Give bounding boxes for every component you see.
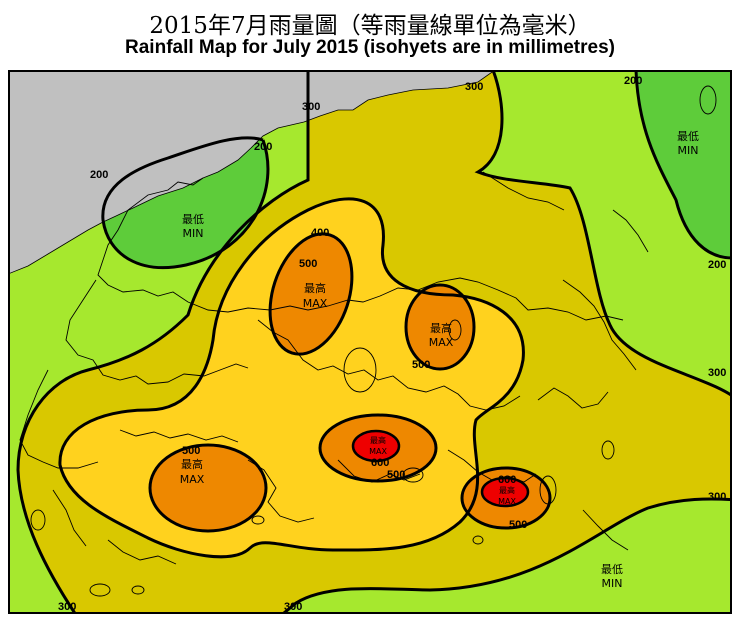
- max-marker-north-zh: 最高: [304, 281, 326, 295]
- min-marker-northeast-en: MIN: [678, 144, 699, 157]
- band-500-600-north: [268, 232, 354, 356]
- isohyet-label-300-top-right: 300: [465, 81, 483, 93]
- max-marker-north-en: MAX: [303, 297, 328, 310]
- band-below-200-northeast: [636, 70, 732, 258]
- isohyet-label-300-bottom: 300: [284, 601, 302, 613]
- isohyet-label-200-top-left: 200: [254, 141, 272, 153]
- min-marker-northeast-zh: 最低: [677, 130, 699, 143]
- isohyet-value-labels: 300 200 200 300 200 200 300 300 400 500 …: [58, 75, 726, 613]
- band-500-600-east: [404, 283, 476, 371]
- max-marker-west-en: MAX: [180, 473, 205, 486]
- min-marker-northwest-en: MIN: [183, 227, 204, 240]
- isohyet-label-300-right-low: 300: [708, 491, 726, 503]
- max-marker-west-zh: 最高: [181, 457, 203, 471]
- max-marker-southeast-zh: 最高: [499, 485, 515, 495]
- isohyet-label-500-north: 500: [299, 258, 317, 270]
- isohyet-label-500-west: 500: [182, 445, 200, 457]
- isohyet-label-500-center-east: 500: [412, 359, 430, 371]
- isohyet-label-300-bottom-left: 300: [58, 601, 76, 613]
- isohyet-lines: [16, 70, 732, 614]
- min-marker-southeast-zh: 最低: [601, 563, 623, 576]
- page-title-chinese: 2015年7月雨量圖（等雨量線單位為毫米）: [149, 13, 591, 39]
- max-marker-center-zh: 最高: [370, 435, 386, 445]
- min-marker-northwest-zh: 最低: [182, 213, 204, 226]
- coastline-outlines: [19, 85, 717, 597]
- rainfall-map: 300 200 200 300 200 200 300 300 400 500 …: [8, 70, 732, 614]
- isohyet-label-500-south-center: 500: [387, 469, 405, 481]
- isohyet-label-600-southeast: 600: [498, 474, 516, 486]
- band-above-600-southeast: [480, 476, 530, 508]
- isohyet-label-400: 400: [311, 227, 329, 239]
- max-marker-east-zh: 最高: [430, 321, 452, 335]
- min-marker-southeast-en: MIN: [602, 577, 623, 590]
- isohyet-label-500-southeast: 500: [509, 519, 527, 531]
- isohyet-label-300-top: 300: [302, 101, 320, 113]
- mainland-gray: [8, 70, 496, 275]
- isohyet-label-200-top-right: 200: [624, 75, 642, 87]
- isohyet-label-600-center: 600: [371, 457, 389, 469]
- band-500-600-west: [148, 443, 268, 533]
- max-marker-east-en: MAX: [429, 336, 454, 349]
- max-marker-southeast-en: MAX: [498, 497, 516, 506]
- page-title-english: Rainfall Map for July 2015 (isohyets are…: [125, 37, 615, 58]
- extreme-markers: 最低 MIN 最低 MIN 最低 MIN 最高 MAX 最高 MAX 最高 MA…: [180, 130, 699, 590]
- band-above-600-center: [351, 429, 401, 463]
- isohyet-label-200-right: 200: [708, 259, 726, 271]
- max-marker-center-en: MAX: [369, 447, 387, 456]
- map-frame: [8, 70, 732, 614]
- isohyet-label-300-right-mid: 300: [708, 367, 726, 379]
- isohyet-label-200-left: 200: [90, 169, 108, 181]
